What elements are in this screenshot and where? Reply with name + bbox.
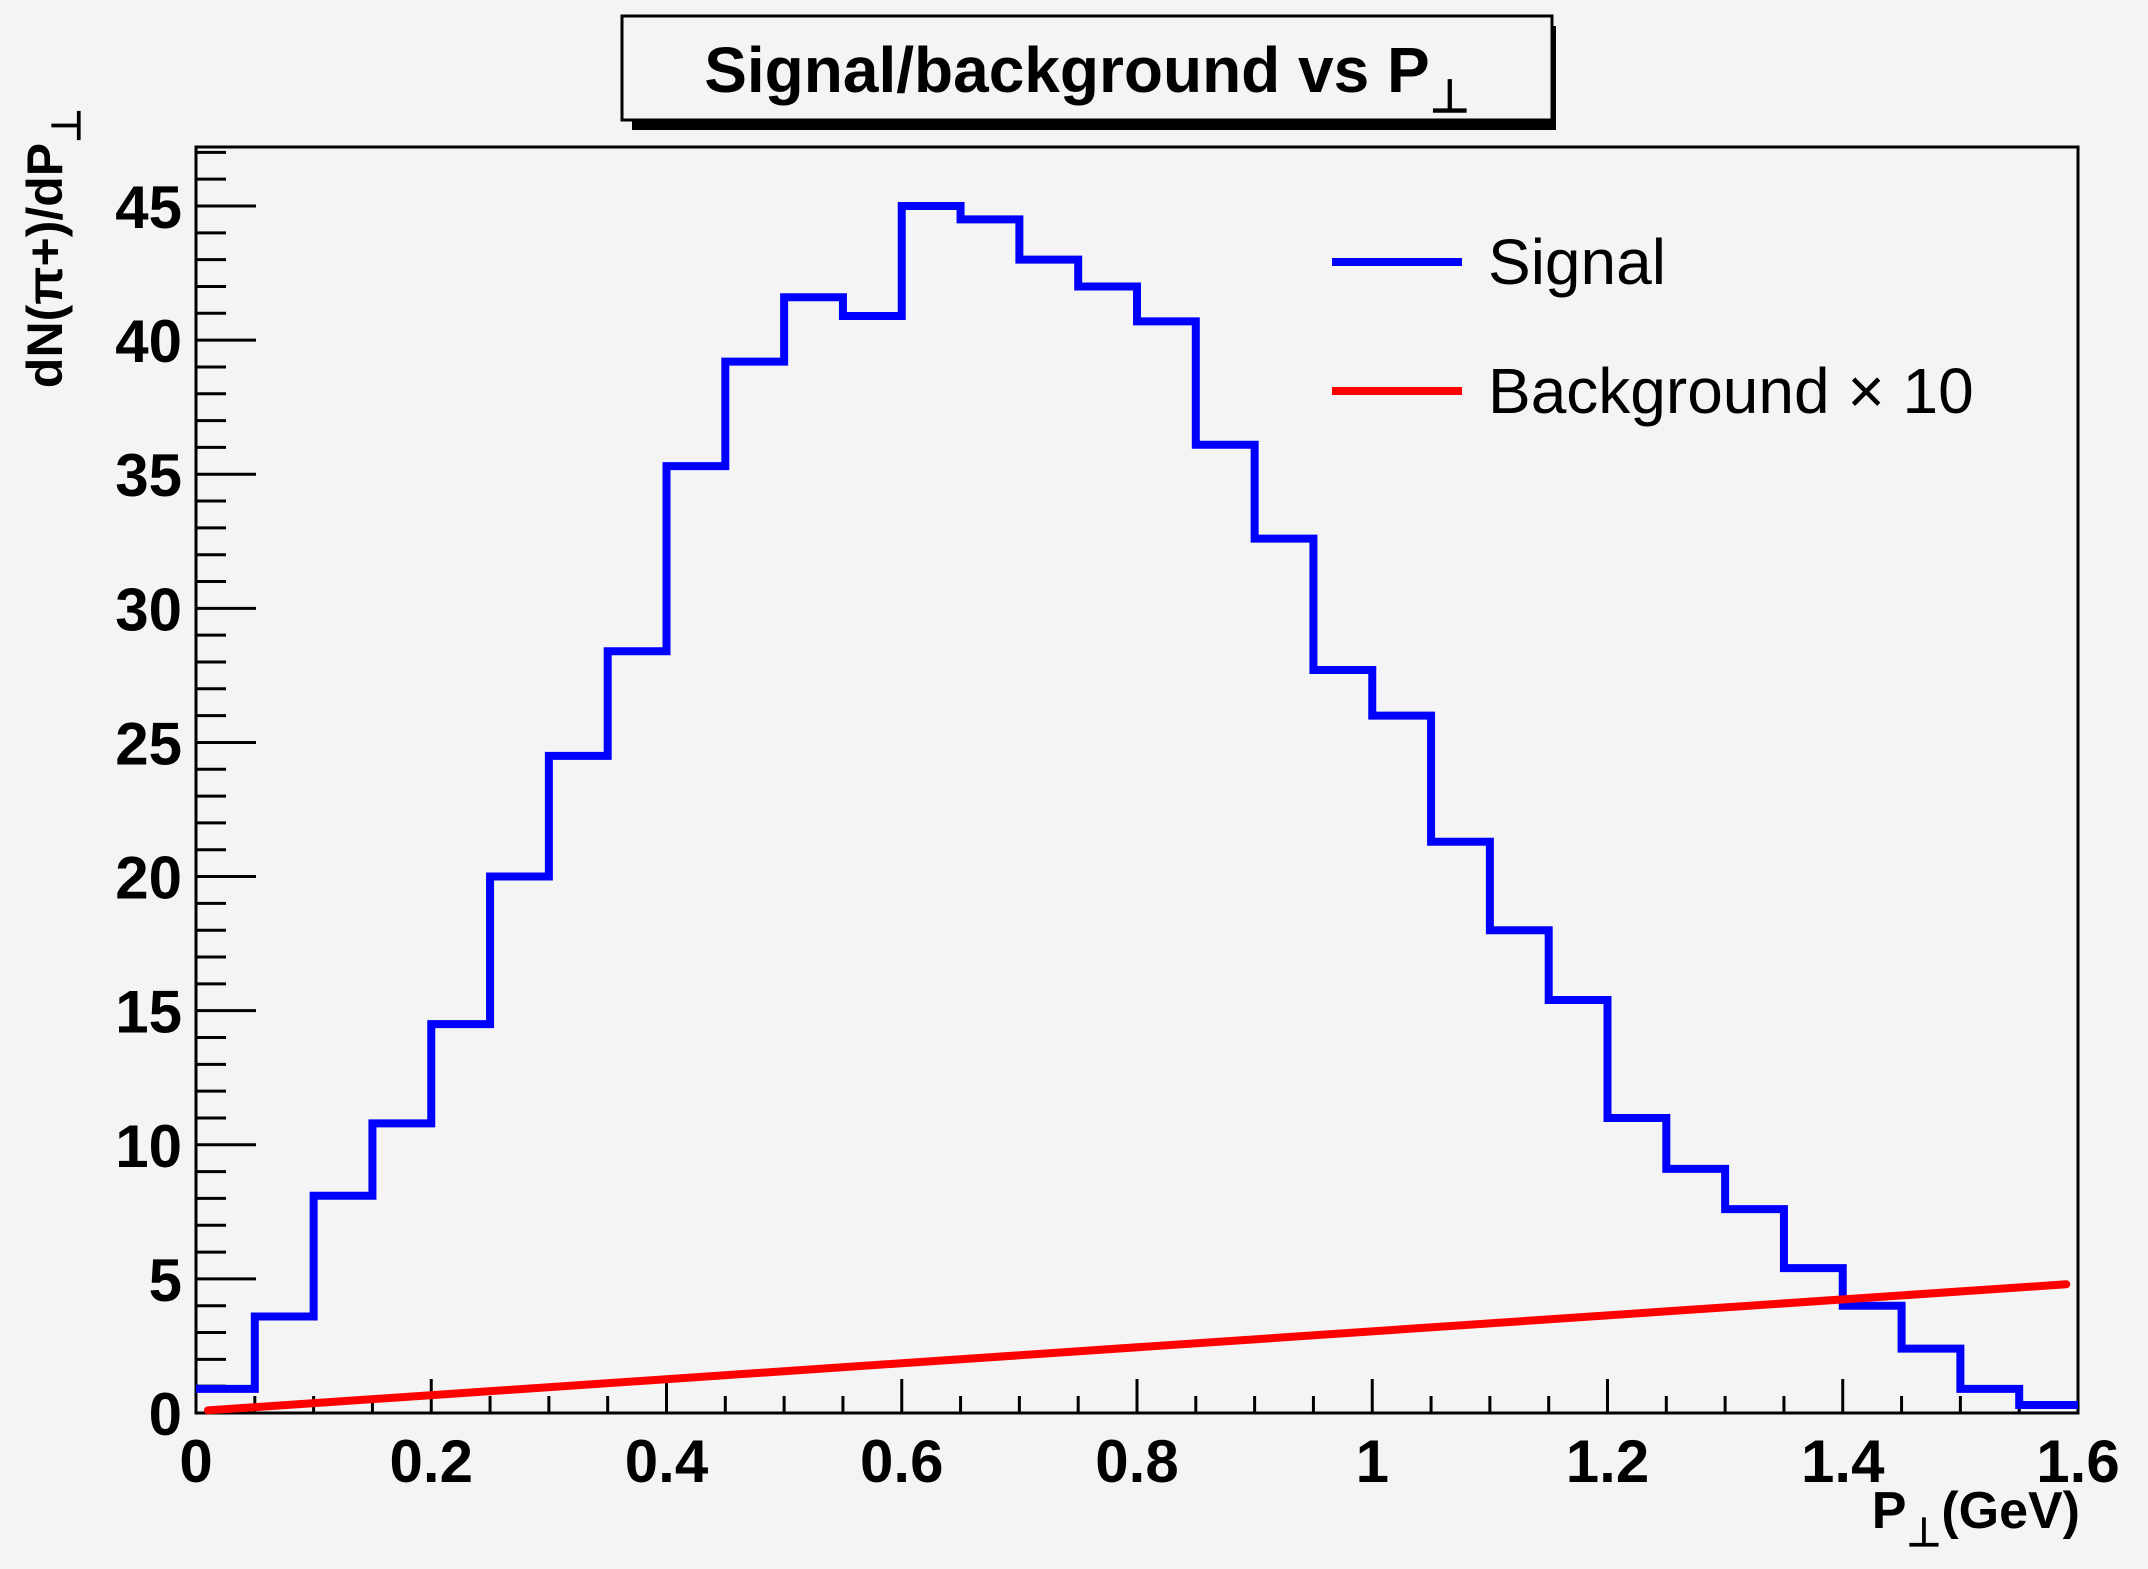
y-tick-labels: 0 5 10 15 20 25 30 35 40 45 [115,174,182,1448]
x-tick-label: 0.2 [390,1428,473,1495]
x-tick-label: 1.6 [2036,1428,2119,1495]
series-signal-histogram [196,202,2078,1409]
x-tick-label: 1.2 [1566,1428,1649,1495]
x-tick-label: 0.4 [625,1428,709,1495]
y-tick-label: 5 [149,1247,182,1314]
chart-title: Signal/background vs P⊥ [704,34,1470,122]
series-background-line [204,1280,2071,1415]
y-tick-label: 0 [149,1381,182,1448]
y-tick-label: 35 [115,442,182,509]
legend-label-signal: Signal [1488,226,1666,298]
legend: Signal Background × 10 [1332,226,1974,427]
title-box [620,14,1554,122]
x-tick-label: 0 [179,1428,212,1495]
x-tick-label: 0.6 [860,1428,943,1495]
x-tick-label: 0.8 [1095,1428,1178,1495]
y-tick-label: 40 [115,308,182,375]
y-axis-label: dN(π+)/dP⊥ [17,108,89,388]
x-tick-labels: 0 0.2 0.4 0.6 0.8 1 1.2 1.4 1.6 [179,1428,2119,1495]
y-tick-label: 30 [115,576,182,643]
y-tick-label: 45 [115,174,182,241]
x-tick-label: 1 [1356,1428,1389,1495]
y-tick-label: 25 [115,710,182,777]
x-axis-label: P⊥(GeV) [1872,1482,2080,1555]
plot-frame [194,145,2080,1415]
axis-ticks [194,150,2080,1415]
y-tick-label: 15 [115,979,182,1046]
y-tick-label: 20 [115,845,182,912]
legend-label-background: Background × 10 [1488,355,1974,427]
x-tick-label: 1.4 [1801,1428,1885,1495]
y-tick-label: 10 [115,1113,182,1180]
